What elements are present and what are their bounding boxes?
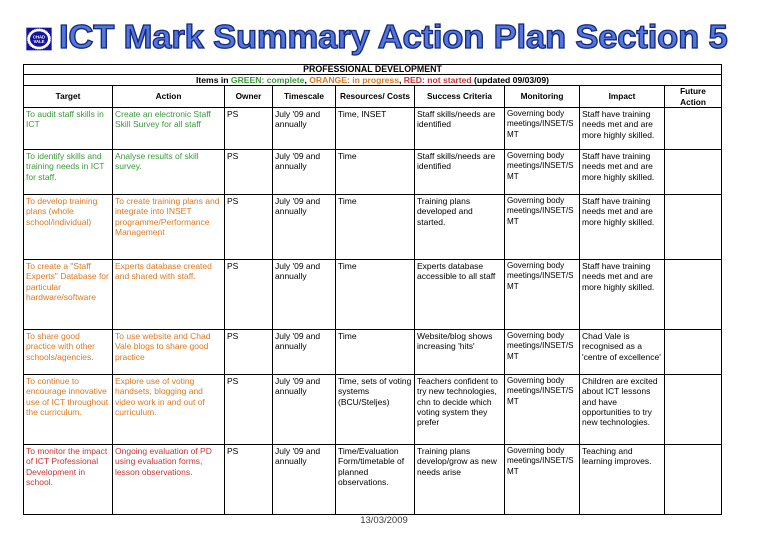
svg-text:VALE: VALE: [33, 39, 44, 44]
